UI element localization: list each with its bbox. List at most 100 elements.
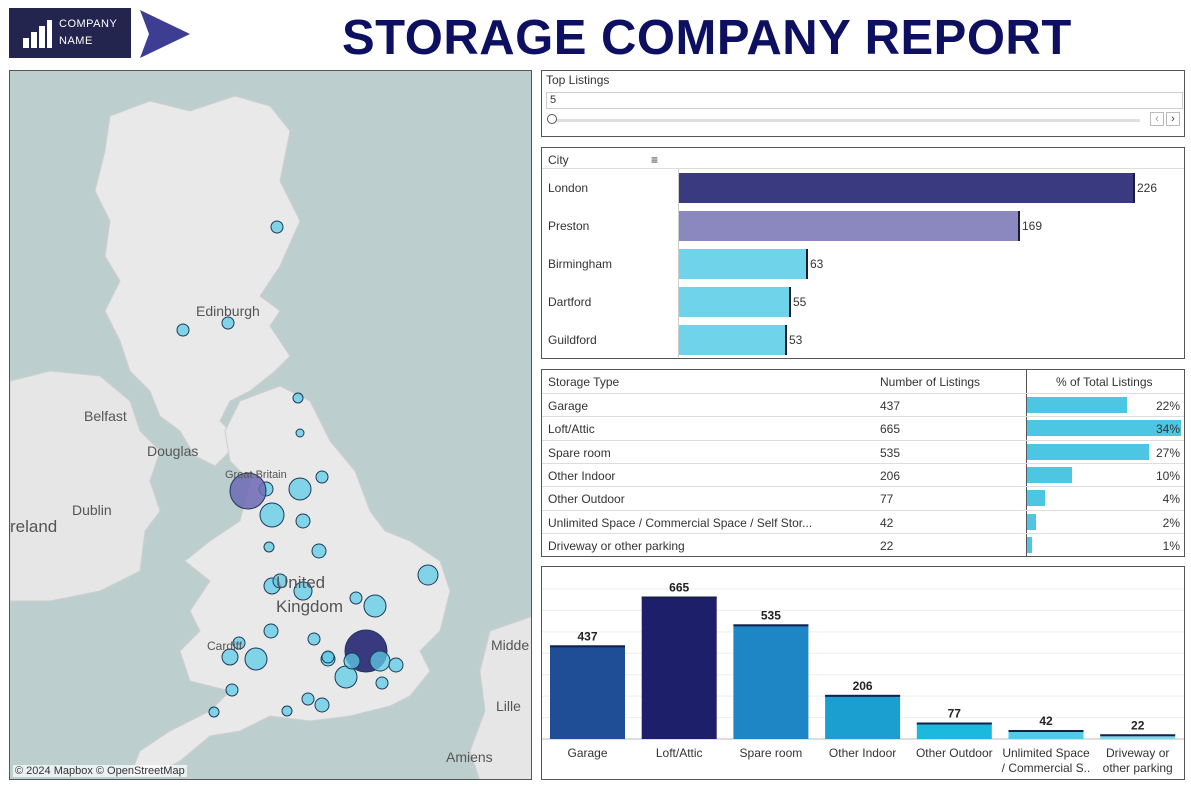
- pct-share-cell: 4%: [1162, 492, 1180, 507]
- pct-share-cell: 27%: [1155, 445, 1180, 460]
- bar-3[interactable]: [733, 624, 809, 739]
- logo-text: COMPANY NAME: [59, 16, 117, 50]
- listing-count-cell: 42: [880, 515, 894, 530]
- number-of-listings-header: Number of Listings: [880, 375, 981, 389]
- map-label-cardiff: Cardiff: [207, 639, 243, 653]
- map-view[interactable]: Edinburgh Belfast Douglas Great Britain …: [9, 70, 532, 780]
- city-header-divider: [542, 168, 1184, 169]
- top-listings-slider-track[interactable]: [552, 119, 1140, 122]
- bar-value-label: 22: [1131, 718, 1145, 732]
- map-canvas[interactable]: [10, 71, 532, 780]
- pct-share-cell: 34%: [1155, 422, 1180, 437]
- pct-share-bar: [1027, 466, 1072, 483]
- city-row[interactable]: Birmingham 63: [542, 245, 1184, 283]
- pct-share-bar: [1027, 513, 1036, 530]
- bar-top-edge: [825, 694, 901, 697]
- pct-share-bar: [1027, 420, 1181, 437]
- city-column-header: City: [548, 153, 569, 167]
- top-listings-input[interactable]: 5: [546, 92, 1183, 109]
- city-name: Birmingham: [548, 257, 613, 271]
- storage-type-cell: Unlimited Space / Commercial Space / Sel…: [548, 515, 813, 530]
- arrow-icon: [140, 10, 190, 58]
- company-logo: COMPANY NAME: [9, 8, 131, 58]
- table-row[interactable]: Other Outdoor 77 4%: [542, 486, 1184, 509]
- bar-value-label: 206: [853, 679, 873, 693]
- table-row[interactable]: Unlimited Space / Commercial Space / Sel…: [542, 509, 1184, 533]
- bar-top-edge: [1008, 730, 1084, 732]
- bar-2[interactable]: [641, 596, 717, 740]
- bar-top-edge: [641, 596, 717, 599]
- bar-5[interactable]: [916, 722, 992, 740]
- map-label-midde: Midde: [491, 637, 530, 653]
- sort-icon[interactable]: ≡: [651, 153, 659, 167]
- top-listings-slider-thumb[interactable]: [547, 114, 557, 124]
- map-label-lille: Lille: [496, 698, 521, 714]
- city-bar[interactable]: [679, 211, 1020, 241]
- map-label-kingdom: Kingdom: [276, 597, 344, 616]
- storage-type-table: Storage Type Number of Listings % of Tot…: [541, 369, 1185, 557]
- listing-count-cell: 535: [880, 445, 901, 460]
- storage-type-cell: Loft/Attic: [548, 422, 595, 437]
- bar-top-edge: [550, 645, 625, 648]
- chevron-right-icon[interactable]: ›: [1166, 112, 1180, 126]
- listing-count-cell: 77: [880, 492, 894, 507]
- pct-share-bar: [1027, 397, 1127, 413]
- bar-7[interactable]: [1100, 734, 1176, 739]
- bar-1[interactable]: [550, 645, 625, 739]
- table-row[interactable]: Loft/Attic 665 34%: [542, 416, 1184, 439]
- city-row[interactable]: Dartford 55: [542, 283, 1184, 321]
- storage-type-cell: Garage: [548, 399, 589, 413]
- storage-type-cell: Driveway or other parking: [548, 538, 685, 553]
- chevron-left-icon[interactable]: ‹: [1150, 112, 1164, 126]
- category-tick-label: other parking: [1103, 761, 1173, 775]
- city-value-label: 169: [1022, 219, 1043, 233]
- bar-top-edge: [916, 722, 992, 725]
- bar-chart-icon: [23, 20, 52, 48]
- city-name: Dartford: [548, 295, 592, 309]
- pct-share-cell: 22%: [1155, 399, 1180, 413]
- listing-count-cell: 437: [880, 399, 901, 413]
- category-tick-label: Other Indoor: [829, 746, 896, 760]
- pct-share-cell: 2%: [1162, 515, 1180, 530]
- map-attribution[interactable]: © 2024 Mapbox © OpenStreetMap: [13, 765, 187, 777]
- bar-4[interactable]: [825, 694, 901, 739]
- table-row[interactable]: Driveway or other parking 22 1%: [542, 532, 1184, 556]
- category-tick-label: / Commercial S..: [1002, 761, 1091, 775]
- table-row[interactable]: Other Indoor 206 10%: [542, 462, 1184, 486]
- pct-share-bar: [1027, 443, 1149, 460]
- bar-top-edge: [1100, 734, 1176, 737]
- map-label-great-britain: Great Britain: [225, 469, 287, 481]
- map-label-ireland: reland: [10, 517, 58, 536]
- city-row[interactable]: Guildford 53: [542, 321, 1184, 359]
- city-name: London: [548, 181, 589, 195]
- city-bar[interactable]: [679, 173, 1135, 203]
- map-label-edinburgh: Edinburgh: [196, 303, 260, 319]
- city-bar[interactable]: [679, 249, 808, 279]
- logo-line-2: NAME: [59, 35, 93, 47]
- storage-type-cell: Other Indoor: [548, 468, 616, 483]
- city-row[interactable]: London 226: [542, 169, 1184, 207]
- listing-count-cell: 665: [880, 422, 901, 437]
- bar-value-label: 77: [948, 707, 962, 721]
- storage-type-cell: Other Outdoor: [548, 492, 625, 507]
- pct-share-cell: 10%: [1155, 468, 1180, 483]
- pct-total-listings-header: % of Total Listings: [1056, 375, 1153, 389]
- logo-line-1: COMPANY: [59, 18, 118, 30]
- city-value-label: 55: [793, 295, 807, 309]
- table-row[interactable]: Garage 437 22%: [542, 393, 1184, 416]
- category-tick-label: Loft/Attic: [656, 746, 703, 760]
- city-bar[interactable]: [679, 287, 791, 317]
- page-title: STORAGE COMPANY REPORT: [342, 11, 1072, 65]
- bar-6[interactable]: [1008, 730, 1084, 739]
- city-bar-edge: [789, 287, 791, 317]
- table-row[interactable]: Spare room 535 27%: [542, 439, 1184, 463]
- city-listings-chart: City ≡ London 226 Preston 169 Birmingham 63 Da…: [541, 147, 1185, 359]
- city-bar-edge: [1133, 173, 1135, 203]
- top-listings-label: Top Listings: [546, 73, 610, 87]
- pct-share-bar: [1027, 536, 1032, 553]
- city-value-label: 53: [789, 333, 803, 347]
- city-row[interactable]: Preston 169: [542, 207, 1184, 245]
- city-bar[interactable]: [679, 325, 787, 355]
- category-tick-label: Garage: [567, 746, 607, 760]
- city-value-label: 226: [1137, 181, 1158, 195]
